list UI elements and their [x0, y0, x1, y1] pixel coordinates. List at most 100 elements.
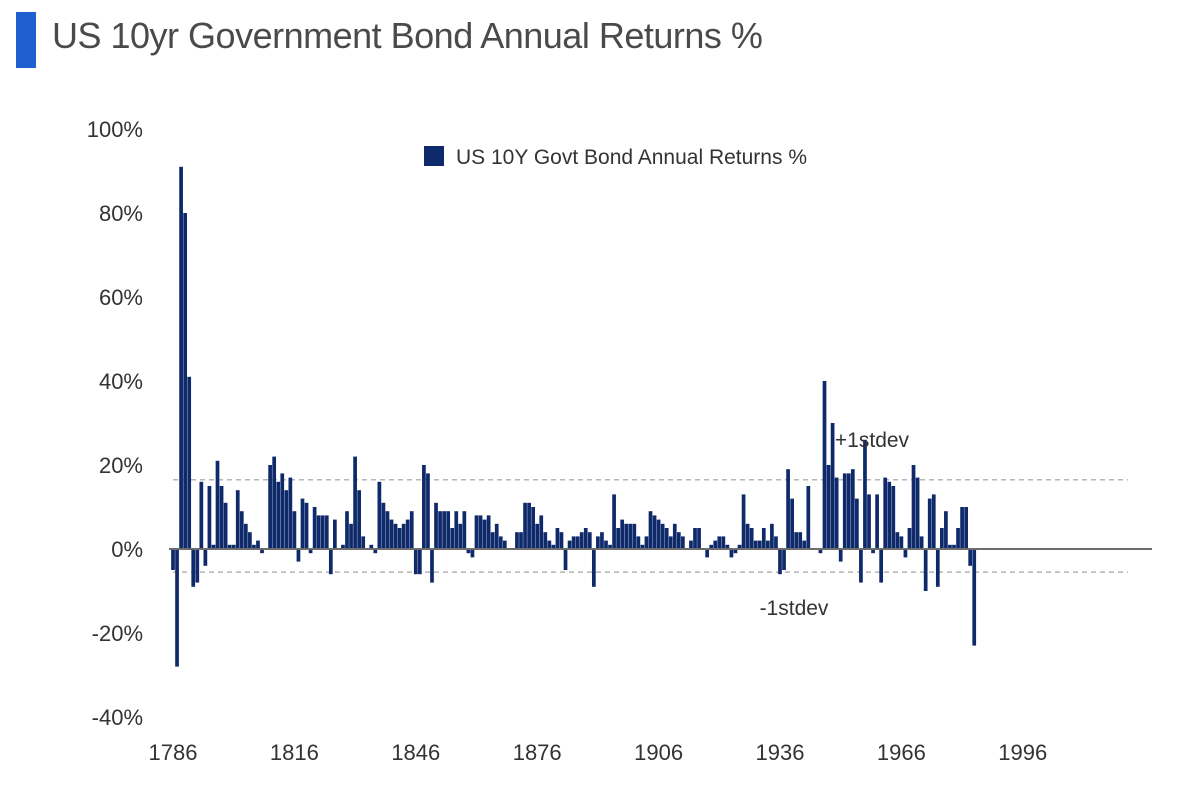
data-bar [859, 549, 863, 583]
data-bar [624, 523, 629, 549]
data-bar [583, 528, 588, 549]
data-bar [563, 549, 568, 570]
data-bar [628, 523, 633, 549]
data-bar [377, 481, 382, 549]
data-bar [203, 549, 208, 566]
data-bar [450, 528, 455, 549]
data-bar [316, 515, 321, 549]
data-bar [183, 213, 188, 549]
data-bar [519, 532, 523, 549]
data-bar [689, 540, 693, 549]
data-bar [353, 456, 357, 549]
data-bar [312, 507, 317, 549]
data-bar [211, 544, 216, 549]
data-bar [373, 549, 378, 554]
data-bar [729, 549, 734, 558]
data-bar [438, 511, 442, 549]
data-bar [782, 549, 786, 570]
data-bar [260, 549, 264, 554]
data-bar [786, 469, 790, 549]
data-bar [551, 544, 556, 549]
data-bar [284, 490, 289, 549]
data-bar [919, 536, 924, 549]
data-bar [333, 519, 337, 549]
data-bar [846, 473, 851, 549]
data-bar [891, 486, 896, 549]
data-bar [207, 486, 212, 549]
data-bar [608, 544, 612, 549]
data-bar [474, 515, 479, 549]
data-bar [596, 536, 600, 549]
data-bar [741, 494, 746, 549]
data-bar [324, 515, 329, 549]
data-bar [948, 544, 952, 549]
data-bar [515, 532, 519, 549]
data-bar [470, 549, 475, 558]
data-bar [939, 528, 944, 549]
data-bar [171, 549, 175, 570]
data-bar [559, 532, 564, 549]
data-bar [802, 540, 807, 549]
data-bar [600, 532, 604, 549]
data-bar [733, 549, 738, 554]
y-tick-label: 20% [99, 453, 143, 478]
y-tick-label: 60% [99, 285, 143, 310]
data-bar [328, 549, 333, 575]
data-bar [636, 536, 641, 549]
data-bar [256, 540, 260, 549]
data-bar [863, 439, 867, 549]
data-bar [931, 494, 936, 549]
data-bar [308, 549, 313, 554]
data-bar [725, 544, 730, 549]
data-bar [693, 528, 697, 549]
data-bar [834, 477, 839, 549]
data-bar [875, 494, 879, 549]
data-bar [575, 536, 580, 549]
data-bar [907, 528, 912, 549]
data-bar [369, 544, 374, 549]
data-bar [944, 511, 948, 549]
data-bar [587, 532, 592, 549]
data-bar [790, 498, 794, 549]
data-bar [231, 544, 236, 549]
data-bar [761, 528, 766, 549]
data-bar [446, 511, 451, 549]
data-bar [774, 536, 778, 549]
data-bar [604, 540, 608, 549]
data-bar [717, 536, 722, 549]
data-bar [248, 532, 252, 549]
legend-swatch [424, 146, 444, 166]
x-tick-label: 1876 [513, 740, 562, 765]
data-bar [288, 477, 293, 549]
y-tick-label: 0% [111, 537, 143, 562]
data-bar [539, 515, 544, 549]
data-bar [296, 549, 301, 562]
data-bar [842, 473, 847, 549]
data-bar [454, 511, 459, 549]
data-bar [644, 536, 649, 549]
data-bar [393, 523, 398, 549]
data-bar [850, 469, 855, 549]
legend-label: US 10Y Govt Bond Annual Returns % [456, 146, 807, 169]
data-bar [381, 502, 386, 549]
data-bar [612, 494, 616, 549]
data-bar [276, 481, 281, 549]
data-bar [632, 523, 637, 549]
data-bar [879, 549, 884, 583]
data-bar [430, 549, 434, 583]
minus-stdev-label: -1stdev [760, 597, 829, 620]
data-bar [757, 540, 762, 549]
y-tick-label: -40% [92, 705, 143, 730]
data-bar [855, 498, 859, 549]
data-bar [280, 473, 285, 549]
x-tick-label: 1786 [149, 740, 198, 765]
data-bar [195, 549, 200, 583]
data-bar [543, 532, 548, 549]
y-tick-label: 40% [99, 369, 143, 394]
data-bar [705, 549, 710, 558]
data-bar [462, 511, 467, 549]
data-bar [401, 523, 406, 549]
data-bar [304, 502, 309, 549]
data-bar [531, 507, 536, 549]
data-bar [749, 528, 754, 549]
